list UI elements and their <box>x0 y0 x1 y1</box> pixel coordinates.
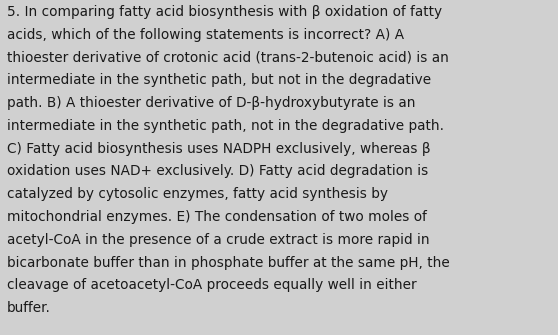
Text: catalyzed by cytosolic enzymes, fatty acid synthesis by: catalyzed by cytosolic enzymes, fatty ac… <box>7 187 388 201</box>
Text: cleavage of acetoacetyl-CoA proceeds equally well in either: cleavage of acetoacetyl-CoA proceeds equ… <box>7 278 416 292</box>
Text: intermediate in the synthetic path, not in the degradative path.: intermediate in the synthetic path, not … <box>7 119 444 133</box>
Text: acids, which of the following statements is incorrect? A) A: acids, which of the following statements… <box>7 28 404 42</box>
Text: oxidation uses NAD+ exclusively. D) Fatty acid degradation is: oxidation uses NAD+ exclusively. D) Fatt… <box>7 164 428 179</box>
Text: acetyl-CoA in the presence of a crude extract is more rapid in: acetyl-CoA in the presence of a crude ex… <box>7 233 429 247</box>
Text: 5. In comparing fatty acid biosynthesis with β oxidation of fatty: 5. In comparing fatty acid biosynthesis … <box>7 5 442 19</box>
Text: intermediate in the synthetic path, but not in the degradative: intermediate in the synthetic path, but … <box>7 73 431 87</box>
Text: C) Fatty acid biosynthesis uses NADPH exclusively, whereas β: C) Fatty acid biosynthesis uses NADPH ex… <box>7 142 430 156</box>
Text: path. B) A thioester derivative of D-β-hydroxybutyrate is an: path. B) A thioester derivative of D-β-h… <box>7 96 415 110</box>
Text: bicarbonate buffer than in phosphate buffer at the same pH, the: bicarbonate buffer than in phosphate buf… <box>7 256 449 270</box>
Text: thioester derivative of crotonic acid (trans-2-butenoic acid) is an: thioester derivative of crotonic acid (t… <box>7 51 449 65</box>
Text: buffer.: buffer. <box>7 301 51 315</box>
Text: mitochondrial enzymes. E) The condensation of two moles of: mitochondrial enzymes. E) The condensati… <box>7 210 426 224</box>
